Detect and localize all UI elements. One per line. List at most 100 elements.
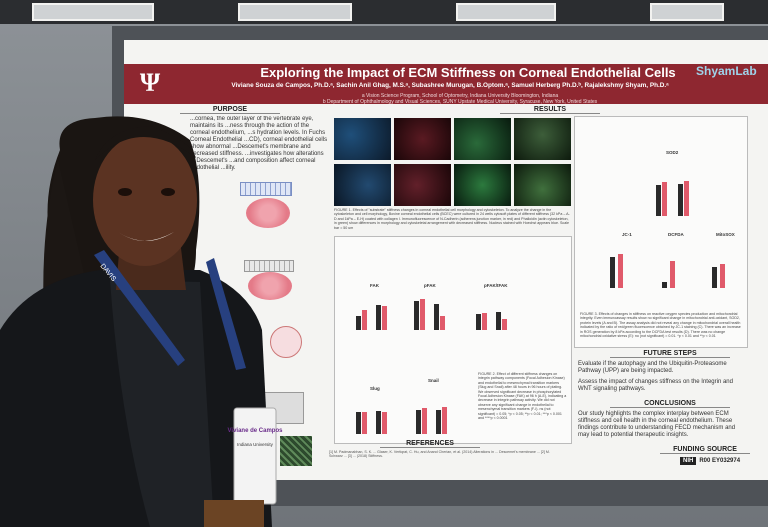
badge-name: Viviane de Campos bbox=[228, 428, 284, 434]
poster-affiliations: a Vision Science Program, School of Opto… bbox=[250, 93, 670, 105]
bar-chart bbox=[470, 294, 516, 330]
bar bbox=[656, 185, 661, 216]
bar bbox=[662, 181, 667, 216]
bar bbox=[476, 313, 481, 330]
bar bbox=[618, 254, 623, 288]
bar-chart bbox=[408, 294, 454, 330]
grant-number: R00 EY032974 bbox=[699, 458, 741, 464]
poster-authors: Viviane Souza de Campos, Ph.D.ᵃ, Sachin … bbox=[231, 82, 669, 89]
ceiling-light bbox=[650, 3, 724, 21]
lanyard bbox=[206, 258, 246, 370]
poster-header-band bbox=[124, 64, 768, 104]
left-eye bbox=[118, 188, 132, 196]
bar bbox=[436, 410, 441, 434]
ceiling-light bbox=[238, 3, 352, 21]
bar bbox=[678, 184, 683, 216]
future-step-item: Assess the impact of changes stiffness o… bbox=[578, 379, 733, 392]
bar bbox=[362, 411, 367, 434]
badge-org: Indiana University bbox=[237, 442, 274, 447]
name-badge bbox=[233, 407, 277, 505]
figure1-caption: FIGURE 1. Effects of "substrate" stiffne… bbox=[334, 208, 570, 230]
bar bbox=[414, 301, 419, 330]
bar bbox=[482, 312, 487, 330]
bar-chart bbox=[706, 246, 746, 288]
bar bbox=[382, 305, 387, 330]
presenter: DAVIS Viviane de Campos Indiana Universi… bbox=[0, 116, 284, 527]
section-future-steps: FUTURE STEPS bbox=[610, 350, 730, 358]
soft-ecm-schematic bbox=[244, 260, 294, 272]
cell-cluster-icon bbox=[248, 272, 292, 300]
bar bbox=[712, 267, 717, 288]
cell-diagram bbox=[270, 326, 302, 358]
bar bbox=[362, 310, 367, 330]
micrograph bbox=[394, 164, 451, 206]
bar bbox=[440, 315, 445, 330]
bar-chart bbox=[604, 246, 644, 288]
bar bbox=[496, 312, 501, 330]
lab-logo: ShyamLab bbox=[696, 64, 757, 78]
ceiling-light bbox=[456, 3, 556, 21]
bar bbox=[720, 263, 725, 288]
bar bbox=[502, 319, 507, 330]
chart-label: Snail bbox=[428, 378, 439, 383]
bar bbox=[356, 315, 361, 330]
right-eye bbox=[161, 188, 175, 196]
chart-label: Slug bbox=[370, 386, 380, 391]
figure3-panel bbox=[574, 116, 748, 348]
section-conclusions: CONCLUSIONS bbox=[610, 400, 730, 408]
chart-label: DCFDA bbox=[668, 232, 684, 237]
bar-chart bbox=[652, 172, 698, 216]
bar bbox=[422, 408, 427, 434]
purpose-text: ...cornea, the outer layer of the verteb… bbox=[190, 116, 328, 171]
bar bbox=[376, 410, 381, 434]
ceiling-light bbox=[32, 3, 154, 21]
section-references: REFERENCES bbox=[380, 440, 480, 448]
figure3-caption: FIGURE 3. Effects of changes in stiffnes… bbox=[580, 312, 741, 339]
future-step-item: Evaluate if the autophagy and the Ubiqui… bbox=[578, 361, 727, 374]
micrograph bbox=[514, 164, 571, 206]
bar bbox=[356, 412, 361, 434]
micrograph bbox=[514, 118, 571, 160]
ceiling bbox=[0, 0, 768, 24]
bar-chart bbox=[410, 398, 456, 434]
bar bbox=[382, 412, 387, 434]
micrograph bbox=[334, 164, 391, 206]
micrograph bbox=[454, 118, 511, 160]
bar bbox=[376, 304, 381, 330]
bar bbox=[670, 260, 675, 288]
bar bbox=[442, 407, 447, 434]
affiliation-a: a Vision Science Program, School of Opto… bbox=[361, 93, 559, 99]
face bbox=[93, 134, 197, 266]
bar bbox=[684, 180, 689, 216]
bar bbox=[610, 256, 615, 288]
smile bbox=[118, 232, 174, 241]
funding-source: NIH R00 EY032974 bbox=[680, 457, 740, 465]
lanyard bbox=[94, 250, 185, 366]
bar bbox=[662, 281, 667, 288]
ecm-schematic bbox=[240, 182, 292, 196]
bar bbox=[416, 409, 421, 434]
section-results: RESULTS bbox=[500, 106, 600, 114]
microscopy-figure bbox=[334, 118, 572, 206]
nih-logo: NIH bbox=[680, 457, 697, 465]
bag bbox=[204, 500, 264, 527]
micrograph bbox=[454, 164, 511, 206]
section-purpose: PURPOSE bbox=[180, 106, 280, 114]
conclusions-text: Our study highlights the complex interpl… bbox=[578, 411, 736, 438]
micrograph bbox=[394, 118, 451, 160]
cell-cluster-icon bbox=[246, 198, 290, 228]
section-funding: FUNDING SOURCE bbox=[660, 446, 750, 454]
micrograph bbox=[334, 118, 391, 160]
affiliation-b: b Department of Ophthalmology and Visual… bbox=[322, 99, 598, 105]
bar-chart bbox=[350, 294, 396, 330]
top bbox=[110, 280, 214, 527]
bar bbox=[420, 299, 425, 330]
chart-label: MitoSOX bbox=[716, 232, 735, 237]
hairline bbox=[95, 126, 196, 160]
bar-chart bbox=[656, 246, 696, 288]
future-steps-list: Evaluate if the autophagy and the Ubiqui… bbox=[578, 361, 746, 393]
fluorescence-thumbnail bbox=[280, 436, 312, 466]
figure2-panel bbox=[334, 236, 572, 444]
chart-label: pFAK bbox=[424, 283, 436, 288]
figure2-caption: FIGURE 2. Effect of different stiffness … bbox=[478, 372, 567, 421]
